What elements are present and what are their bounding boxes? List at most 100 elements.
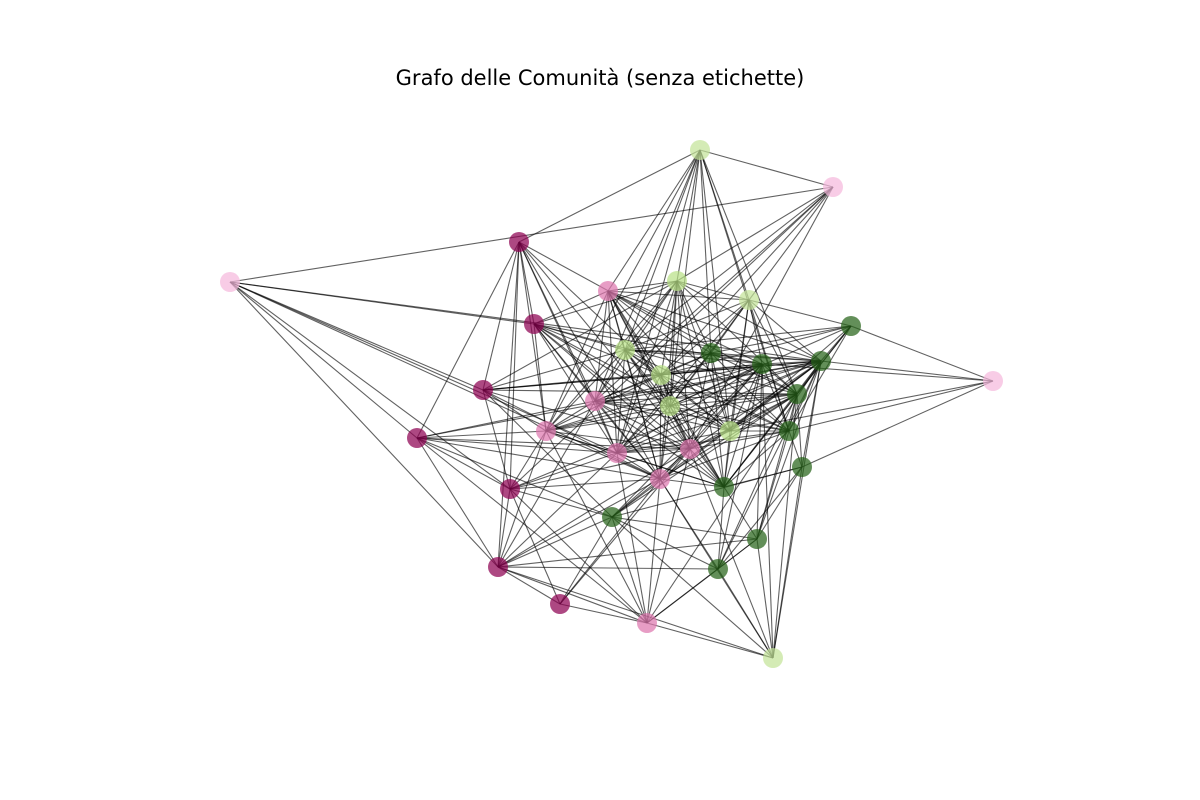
graph-edge	[689, 448, 774, 659]
graph-edge	[723, 393, 798, 488]
graph-edge	[676, 149, 701, 282]
graph-edge	[545, 430, 691, 450]
graph-edge	[497, 478, 661, 568]
graph-node	[660, 396, 680, 416]
graph-edge	[594, 280, 678, 402]
graph-edge	[607, 290, 763, 365]
graph-edge	[611, 516, 774, 659]
graph-edge	[416, 437, 648, 624]
graph-edge	[669, 405, 790, 432]
graph-edge	[756, 538, 774, 659]
edges-layer	[229, 149, 994, 659]
graph-edge	[482, 389, 798, 395]
graph-edge	[509, 452, 618, 490]
graph-edge	[616, 363, 763, 454]
graph-node	[680, 439, 700, 459]
graph-edge	[416, 437, 661, 480]
graph-edge	[689, 393, 798, 450]
graph-edge	[801, 380, 994, 468]
graph-edge	[545, 363, 763, 432]
graph-edge	[611, 516, 648, 624]
graph-edge	[717, 486, 725, 570]
graph-edge	[545, 290, 609, 432]
graph-node	[714, 477, 734, 497]
graph-edge	[676, 186, 834, 282]
graph-node	[602, 507, 622, 527]
graph-edge	[723, 486, 758, 540]
graph-node	[407, 428, 427, 448]
graph-node	[747, 529, 767, 549]
graph-edge	[660, 360, 822, 376]
graph-node	[615, 340, 635, 360]
graph-edge	[509, 488, 648, 624]
graph-node	[509, 232, 529, 252]
graph-node	[536, 421, 556, 441]
graph-edge	[509, 430, 547, 490]
graph-node	[650, 469, 670, 489]
graph-edge	[748, 299, 763, 365]
graph-node	[752, 354, 772, 374]
graph-edge	[607, 290, 822, 362]
graph-edge	[624, 186, 834, 351]
graph-edge	[416, 437, 618, 454]
graph-edge	[229, 281, 484, 391]
graph-edge	[482, 280, 678, 391]
graph-edge	[497, 566, 774, 659]
graph-node	[524, 314, 544, 334]
graph-edge	[533, 323, 547, 432]
graph-edge	[229, 281, 499, 568]
graph-edge	[594, 374, 662, 402]
graph-node	[607, 443, 627, 463]
graph-edge	[659, 478, 719, 570]
graph-edge	[559, 478, 661, 605]
graph-node	[811, 351, 831, 371]
graph-edge	[229, 281, 418, 439]
graph-edge	[416, 437, 511, 490]
graph-edge	[497, 452, 618, 568]
graph-edge	[699, 149, 712, 354]
graph-node	[701, 343, 721, 363]
graph-edge	[497, 448, 691, 568]
graph-edge	[624, 325, 852, 351]
graph-edge	[676, 280, 798, 395]
graph-edge	[607, 290, 731, 432]
graph-edge	[545, 430, 661, 480]
graph-edge	[788, 380, 994, 432]
graph-edge	[611, 393, 798, 518]
graph-edge	[607, 290, 691, 450]
graph-edge	[676, 280, 822, 362]
graph-edge	[229, 281, 511, 490]
graph-node	[983, 371, 1003, 391]
graph-edge	[660, 299, 750, 376]
graph-edge	[820, 360, 994, 382]
graph-edge	[756, 363, 763, 540]
graph-edge	[710, 352, 790, 432]
graph-edge	[748, 299, 852, 327]
graph-edge	[717, 466, 803, 570]
graph-node	[585, 391, 605, 411]
graph-edge	[497, 430, 547, 568]
graph-edge	[729, 380, 994, 432]
graph-edge	[616, 360, 822, 454]
graph-edge	[611, 516, 758, 540]
graph-edge	[594, 290, 609, 402]
graph-edge	[616, 452, 725, 488]
graph-edge	[533, 323, 662, 376]
graph-edge	[723, 430, 790, 488]
graph-edge	[482, 389, 691, 450]
graph-edge	[594, 400, 725, 488]
graph-node	[550, 594, 570, 614]
graph-edge	[616, 349, 626, 454]
graph-edge	[660, 374, 790, 432]
graph-edge	[646, 448, 691, 624]
graph-node	[220, 272, 240, 292]
graph-edge	[761, 363, 790, 432]
graph-edge	[611, 516, 719, 570]
graph-edge	[723, 466, 803, 488]
graph-edge	[616, 405, 671, 454]
graph-node	[690, 140, 710, 160]
graph-edge	[545, 405, 671, 432]
graph-edge	[559, 603, 648, 624]
graph-edge	[594, 363, 763, 402]
